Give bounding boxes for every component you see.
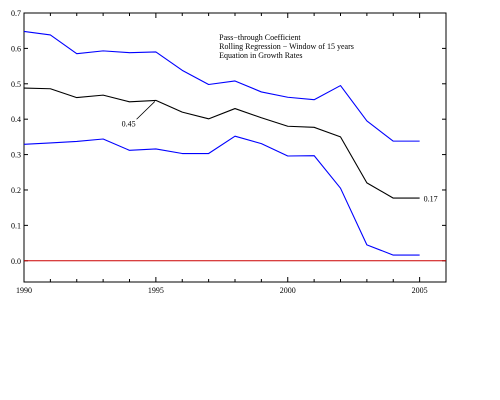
annotation-label: 0.17 (424, 194, 438, 203)
chart-title-line: Equation in Growth Rates (219, 51, 302, 60)
chart-title-line: Rolling Regression − Window of 15 years (219, 42, 354, 51)
series-group (23, 30, 420, 256)
x-tick-label: 2000 (280, 286, 296, 295)
x-tick-label: 1995 (148, 286, 164, 295)
y-tick-label: 0.1 (11, 221, 21, 230)
y-tick-label: 0.5 (11, 80, 21, 89)
series-line-lower-band (23, 135, 420, 256)
annotations-group: 0.45 0.17 (122, 101, 438, 203)
annotation-label: 0.45 (122, 119, 136, 128)
y-tick-label: 0.3 (11, 151, 21, 160)
series-line-upper-band (23, 30, 420, 142)
annotation-leader-line (136, 101, 156, 120)
y-tick-label: 0.7 (11, 9, 21, 18)
y-tick-label: 0.6 (11, 44, 21, 53)
x-tick-label: 2005 (412, 286, 428, 295)
series-line-estimate (23, 87, 420, 199)
y-tick-label: 0.4 (11, 115, 21, 124)
axes-group: 0.0 0.1 0.2 0.3 0.4 0.5 0.6 0.7 1990 1995 2000 2005 (11, 9, 447, 295)
y-tick-label: 0.0 (11, 257, 21, 266)
x-tick-label: 1990 (16, 286, 32, 295)
chart-title-line: Pass−through Coefficient (219, 33, 301, 42)
y-tick-label: 0.2 (11, 186, 21, 195)
